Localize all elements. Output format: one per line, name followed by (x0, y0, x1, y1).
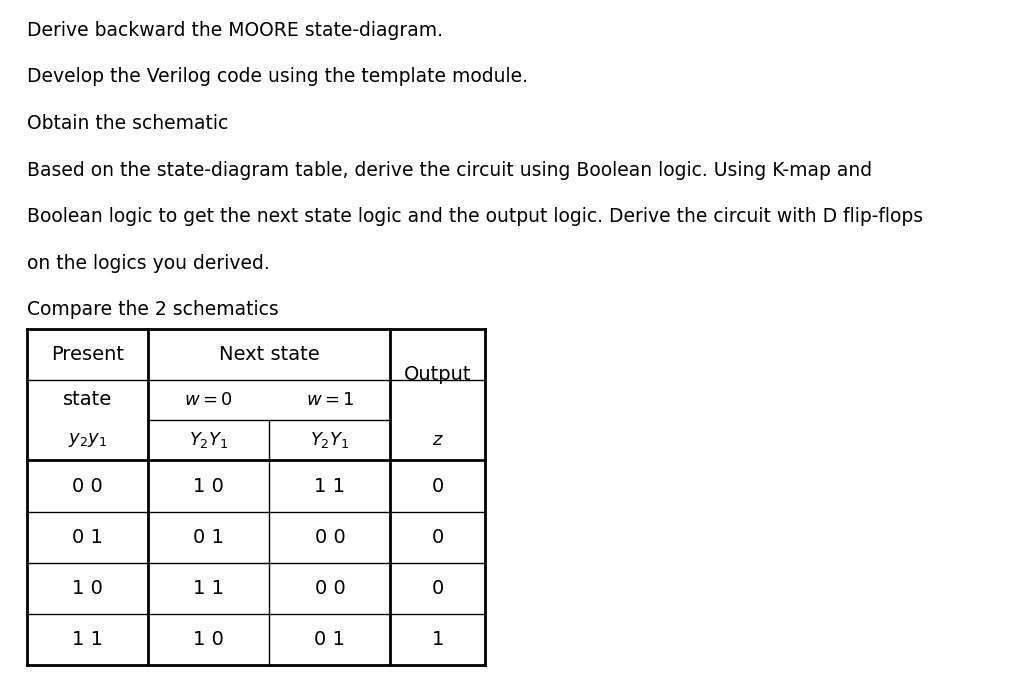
Text: 0 0: 0 0 (72, 477, 102, 495)
Text: 1 1: 1 1 (194, 579, 224, 598)
Text: 0 1: 0 1 (72, 528, 103, 547)
Text: 0 1: 0 1 (194, 528, 224, 547)
Text: 1 0: 1 0 (194, 477, 224, 495)
Text: Next state: Next state (219, 345, 319, 364)
Text: 1 1: 1 1 (314, 477, 345, 495)
Text: $w = 1$: $w = 1$ (305, 391, 354, 409)
Text: 1 1: 1 1 (72, 630, 103, 649)
Text: 1 0: 1 0 (72, 579, 103, 598)
Text: Develop the Verilog code using the template module.: Develop the Verilog code using the templ… (27, 67, 528, 86)
Text: Obtain the schematic: Obtain the schematic (27, 114, 228, 133)
Text: Output: Output (403, 365, 471, 384)
Text: 0: 0 (431, 579, 443, 598)
Text: Derive backward the MOORE state-diagram.: Derive backward the MOORE state-diagram. (27, 21, 443, 40)
Text: state: state (62, 390, 113, 410)
Text: Boolean logic to get the next state logic and the output logic. Derive the circu: Boolean logic to get the next state logi… (27, 207, 923, 226)
Text: on the logics you derived.: on the logics you derived. (27, 254, 269, 273)
Text: Compare the 2 schematics: Compare the 2 schematics (27, 300, 279, 320)
Text: Based on the state-diagram table, derive the circuit using Boolean logic. Using : Based on the state-diagram table, derive… (27, 161, 872, 180)
Text: 0 1: 0 1 (314, 630, 345, 649)
Text: $z$: $z$ (432, 431, 443, 449)
Text: 1: 1 (431, 630, 443, 649)
Text: 1 0: 1 0 (194, 630, 224, 649)
Text: $Y_2 Y_1$: $Y_2 Y_1$ (189, 430, 228, 450)
Text: $Y_2 Y_1$: $Y_2 Y_1$ (310, 430, 349, 450)
Text: 0: 0 (431, 528, 443, 547)
Text: 0: 0 (431, 477, 443, 495)
Text: $y_2 y_1$: $y_2 y_1$ (68, 431, 108, 449)
Text: 0 0: 0 0 (314, 528, 345, 547)
Text: $w = 0$: $w = 0$ (184, 391, 233, 409)
Text: 0 0: 0 0 (314, 579, 345, 598)
Text: Present: Present (51, 345, 124, 364)
